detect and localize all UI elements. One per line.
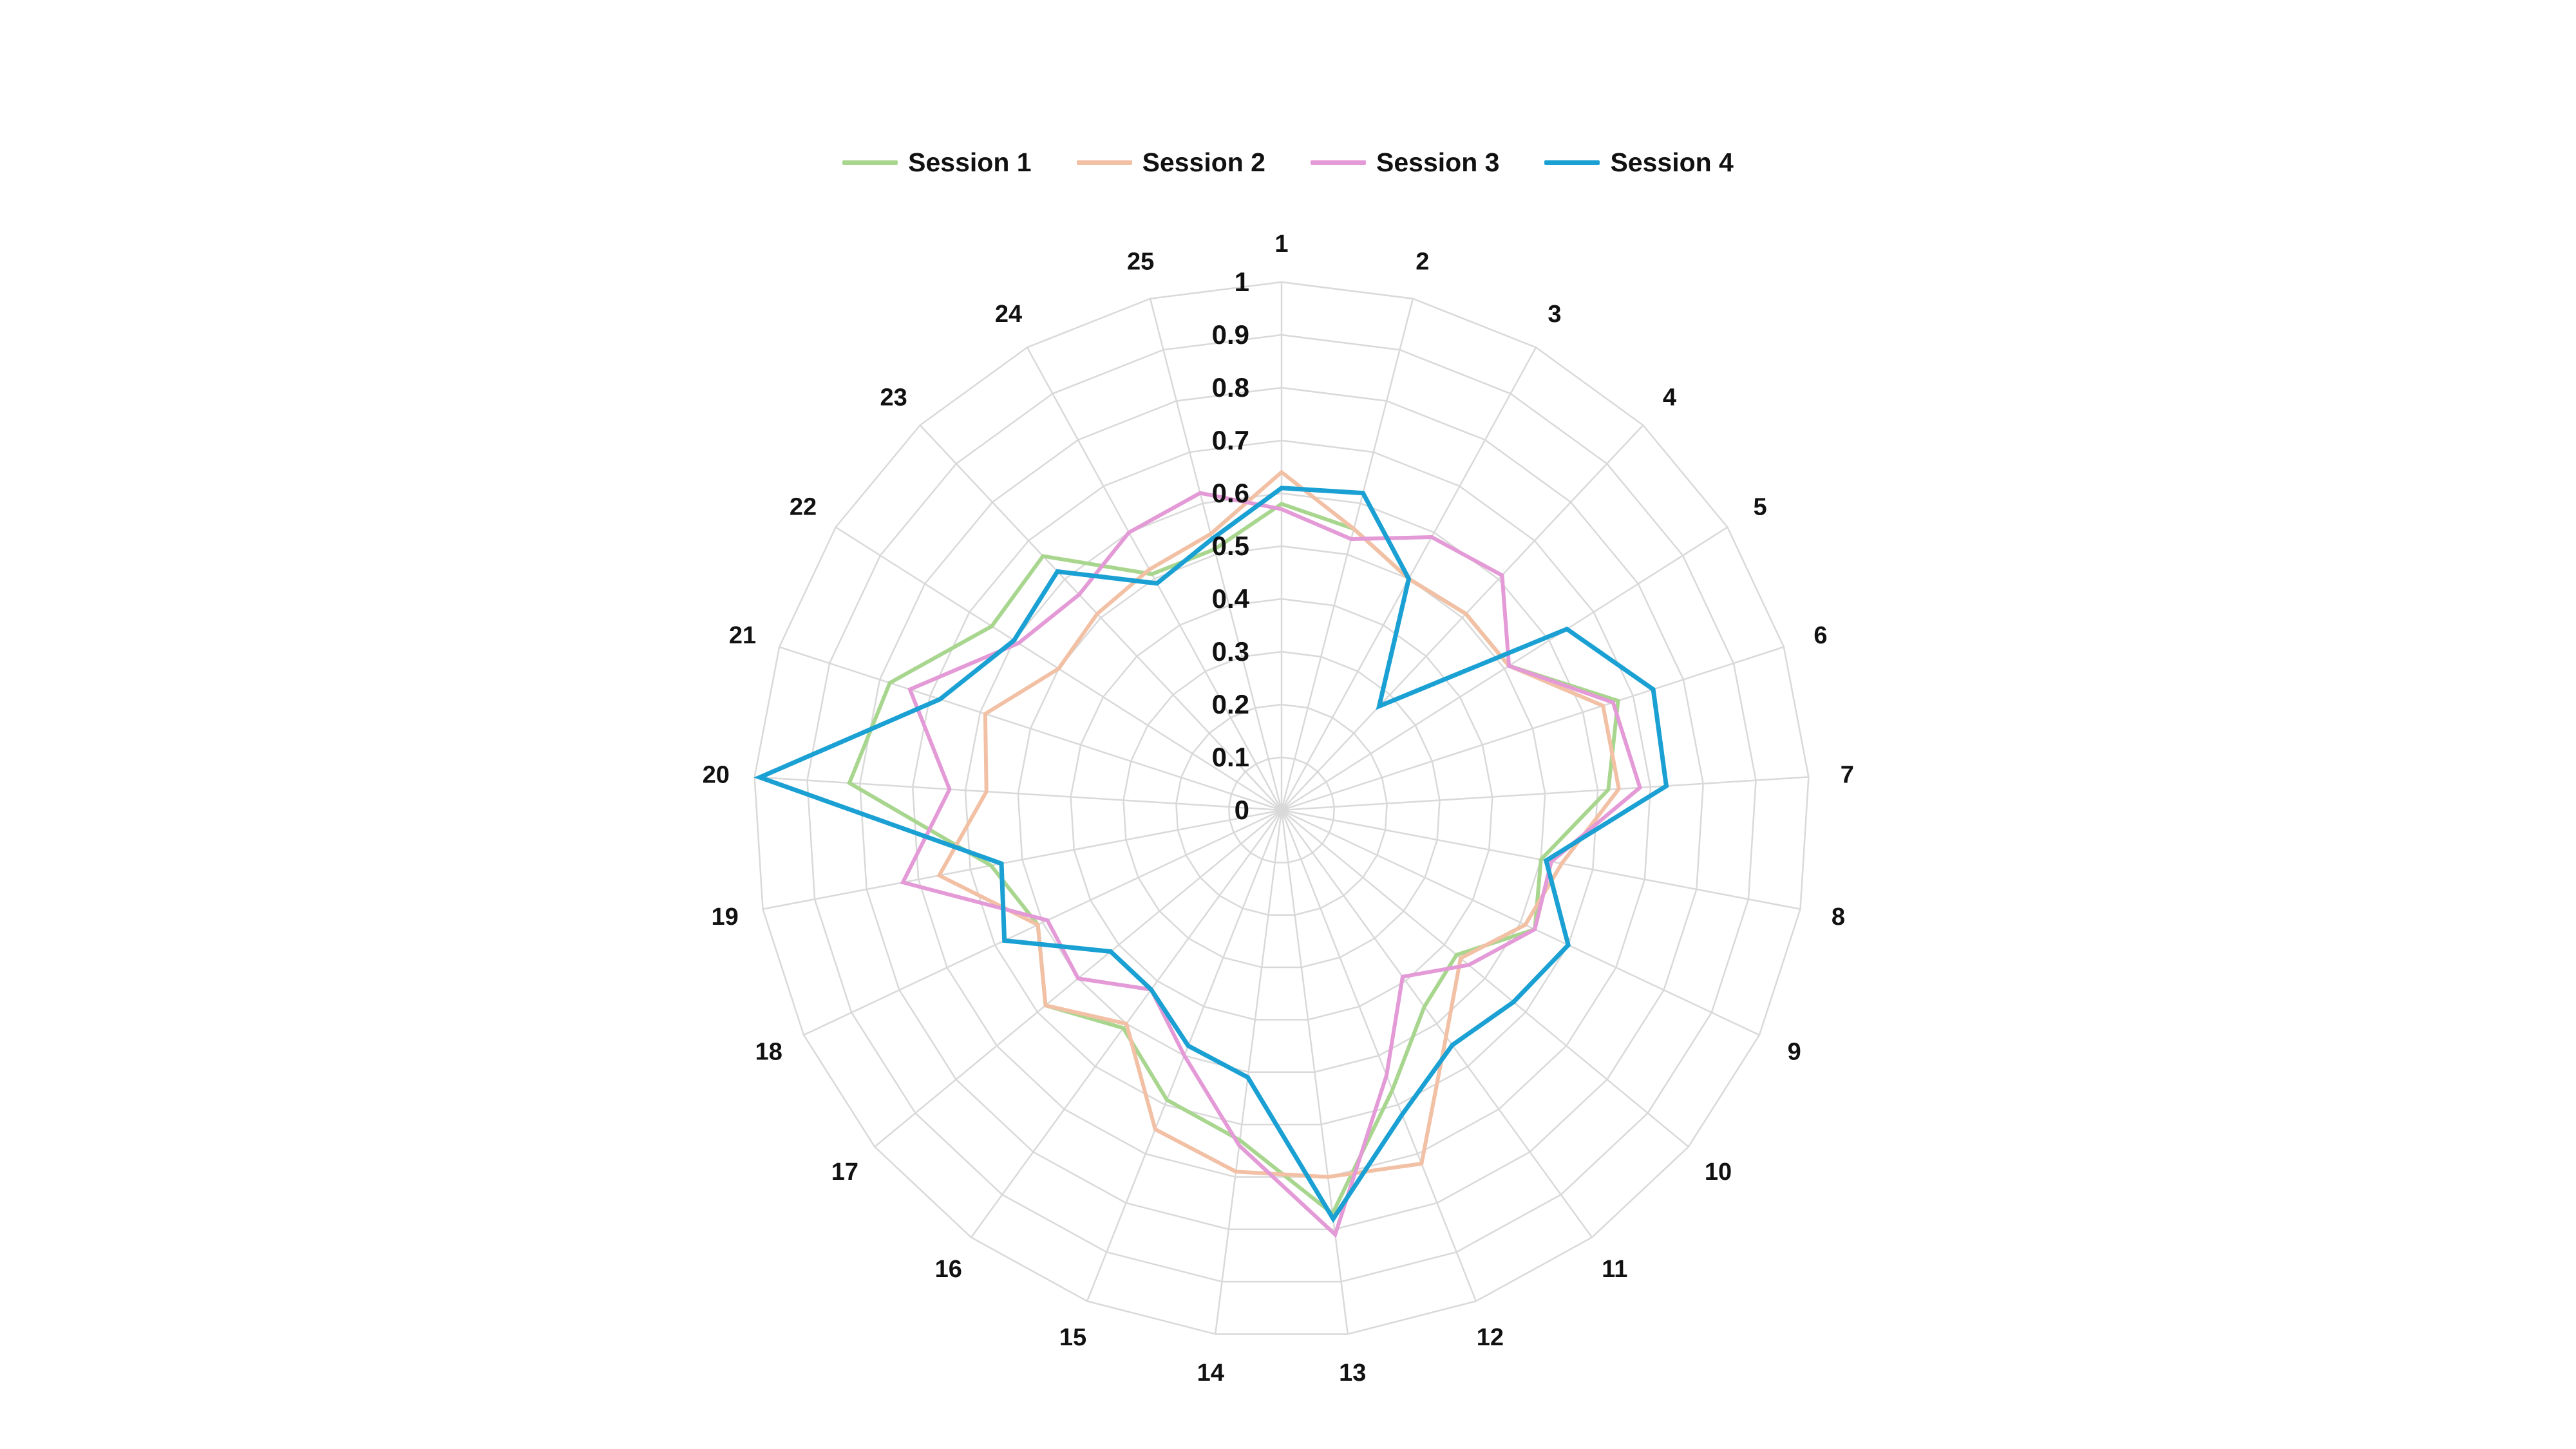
radial-tick-labels: 0 0.1 0.2 0.3 0.4 0.5 0.6 0.7 0.8 0.9 1 — [1212, 267, 1250, 825]
category-label: 8 — [1832, 904, 1845, 931]
grid-spoke — [919, 424, 1282, 811]
grid-spoke — [779, 646, 1282, 811]
grid-ring — [753, 281, 1810, 1335]
grid-spoke — [754, 776, 1282, 811]
legend-label-session-4: Session 4 — [1610, 147, 1734, 177]
grid-spoke — [1281, 526, 1728, 811]
radial-tick-label: 1 — [1235, 267, 1249, 297]
legend-swatch-session-3 — [1311, 160, 1366, 165]
grid-spoke — [1280, 810, 1593, 1238]
grid-spoke — [1281, 810, 1689, 1148]
series-line-session-4 — [753, 486, 1669, 1224]
radial-tick-label: 0.9 — [1212, 319, 1249, 350]
category-label: 17 — [831, 1159, 858, 1186]
grid-spoke — [803, 809, 1282, 1036]
radar-grid — [753, 281, 1810, 1335]
radial-tick-label: 0.4 — [1212, 583, 1250, 614]
category-label: 5 — [1753, 493, 1766, 520]
radial-tick-label: 0.2 — [1212, 689, 1249, 719]
radial-tick-label: 0.5 — [1212, 531, 1249, 561]
category-label: 3 — [1548, 301, 1561, 328]
legend-label-session-3: Session 3 — [1376, 147, 1500, 177]
radial-tick-label: 0.1 — [1212, 742, 1249, 772]
grid-spoke — [1281, 424, 1644, 811]
radial-tick-label: 0.8 — [1212, 372, 1249, 402]
radial-tick-label: 0.6 — [1212, 478, 1249, 508]
radial-tick-label: 0.3 — [1212, 636, 1249, 667]
grid-spoke — [1281, 776, 1809, 811]
radar-series — [753, 469, 1669, 1238]
legend-item-session-1[interactable]: Session 1 — [842, 147, 1032, 178]
category-label: 25 — [1127, 249, 1154, 276]
category-label: 10 — [1705, 1159, 1732, 1186]
legend-swatch-session-2 — [1076, 160, 1132, 165]
category-label: 9 — [1788, 1039, 1801, 1066]
grid-ring — [911, 439, 1652, 1178]
grid-ring — [1122, 650, 1441, 969]
category-labels: 1234567891011121314151617181920212223242… — [703, 231, 1854, 1387]
grid-spoke — [1281, 646, 1785, 811]
grid-spoke — [1280, 810, 1349, 1334]
category-label: 24 — [995, 301, 1022, 328]
grid-ring — [1175, 703, 1388, 916]
legend-swatch-session-1 — [842, 160, 898, 165]
category-label: 23 — [880, 384, 907, 412]
grid-ring — [1227, 756, 1336, 864]
category-label: 21 — [729, 622, 756, 649]
grid-ring — [1070, 598, 1493, 1021]
grid-ring — [859, 386, 1704, 1231]
radial-tick-label: 0 — [1235, 795, 1249, 825]
grid-spoke — [1281, 809, 1760, 1036]
category-label: 16 — [935, 1256, 962, 1283]
category-label: 14 — [1197, 1359, 1224, 1387]
category-label: 1 — [1274, 231, 1288, 258]
category-label: 7 — [1841, 762, 1854, 789]
legend: Session 1 Session 2 Session 3 Session 4 — [0, 143, 2576, 182]
category-label: 18 — [755, 1039, 782, 1066]
grid-ring — [964, 492, 1599, 1126]
category-label: 19 — [711, 904, 738, 931]
grid-spoke — [762, 809, 1282, 910]
category-label: 13 — [1339, 1359, 1366, 1387]
legend-label-session-1: Session 1 — [908, 147, 1032, 177]
category-label: 11 — [1602, 1256, 1627, 1283]
category-label: 12 — [1477, 1324, 1504, 1351]
category-label: 2 — [1416, 249, 1429, 276]
series-line-session-3 — [900, 491, 1642, 1238]
category-label: 15 — [1059, 1324, 1086, 1351]
grid-spoke — [1149, 298, 1283, 811]
category-label: 20 — [703, 762, 730, 789]
legend-item-session-3[interactable]: Session 3 — [1311, 147, 1499, 178]
radial-tick-label: 0.7 — [1212, 425, 1249, 455]
grid-spoke — [1214, 810, 1283, 1334]
legend-swatch-session-4 — [1544, 160, 1600, 165]
category-label: 4 — [1663, 384, 1676, 412]
legend-item-session-4[interactable]: Session 4 — [1544, 147, 1734, 178]
grid-spoke — [1026, 346, 1283, 811]
legend-label-session-2: Session 2 — [1142, 147, 1265, 177]
legend-item-session-2[interactable]: Session 2 — [1076, 147, 1265, 178]
grid-spoke — [1280, 298, 1414, 811]
grid-ring — [806, 334, 1757, 1283]
grid-ring — [1017, 545, 1546, 1074]
category-label: 6 — [1814, 622, 1827, 649]
category-label: 22 — [790, 493, 817, 520]
grid-spoke — [1280, 810, 1477, 1302]
